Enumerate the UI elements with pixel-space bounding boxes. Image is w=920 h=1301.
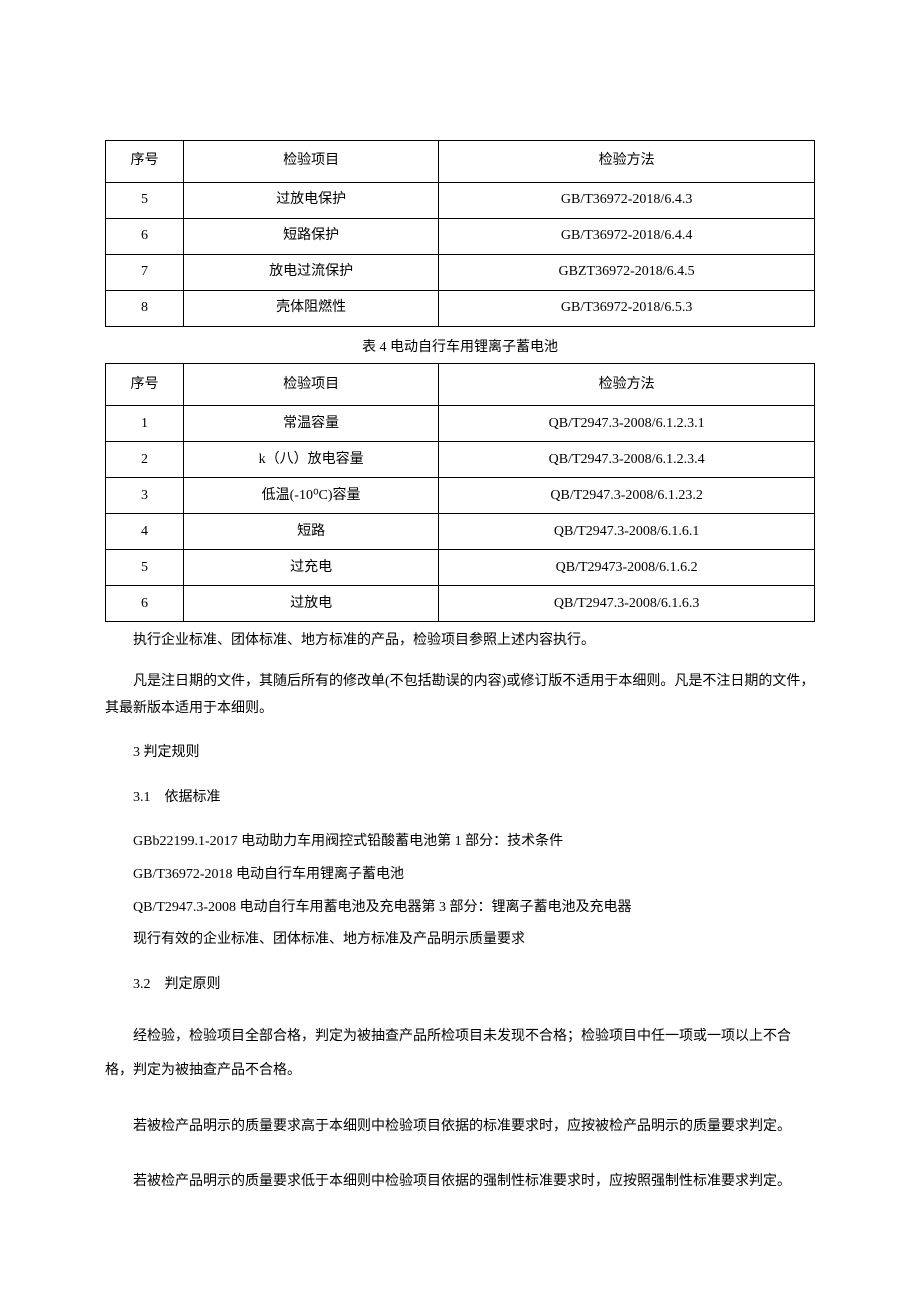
paragraph-date-reference: 凡是注日期的文件，其随后所有的修改单(不包括勘误的内容)或修订版不适用于本细则。… [105, 669, 815, 722]
cell-seq: 6 [106, 586, 184, 622]
cell-seq: 4 [106, 514, 184, 550]
cell-method: GB/T36972-2018/6.4.4 [439, 219, 815, 255]
cell-item: 过放电 [183, 586, 438, 622]
standard-item: GBb22199.1-2017 电动助力车用阀控式铅酸蓄电池第 1 部分：技术条… [105, 829, 815, 856]
header-method: 检验方法 [439, 364, 815, 406]
cell-method: QB/T29473-2008/6.1.6.2 [439, 550, 815, 586]
table-row: 1 常温容量 QB/T2947.3-2008/6.1.2.3.1 [106, 406, 815, 442]
cell-method: QB/T2947.3-2008/6.1.2.3.4 [439, 442, 815, 478]
table2-caption: 表 4 电动自行车用锂离子蓄电池 [105, 337, 815, 359]
cell-item: 过放电保护 [183, 183, 438, 219]
cell-method: QB/T2947.3-2008/6.1.6.1 [439, 514, 815, 550]
section-3-heading: 3 判定规则 [105, 740, 815, 767]
cell-method: GBZT36972-2018/6.4.5 [439, 255, 815, 291]
standard-item: GB/T36972-2018 电动自行车用锂离子蓄电池 [105, 862, 815, 889]
cell-method: QB/T2947.3-2008/6.1.6.3 [439, 586, 815, 622]
header-item: 检验项目 [183, 141, 438, 183]
paragraph-judgment-3: 若被检产品明示的质量要求低于本细则中检验项目依据的强制性标准要求时，应按照强制性… [105, 1165, 815, 1199]
cell-method: GB/T36972-2018/6.4.3 [439, 183, 815, 219]
cell-seq: 5 [106, 183, 184, 219]
cell-item: 放电过流保护 [183, 255, 438, 291]
cell-seq: 8 [106, 291, 184, 327]
table-row: 2 k（八）放电容量 QB/T2947.3-2008/6.1.2.3.4 [106, 442, 815, 478]
cell-seq: 3 [106, 478, 184, 514]
standard-item: QB/T2947.3-2008 电动自行车用蓄电池及充电器第 3 部分：锂离子蓄… [105, 895, 815, 922]
paragraph-judgment-2: 若被检产品明示的质量要求高于本细则中检验项目依据的标准要求时，应按被检产品明示的… [105, 1110, 815, 1144]
cell-item: k（八）放电容量 [183, 442, 438, 478]
cell-item: 低温(-10⁰C)容量 [183, 478, 438, 514]
standard-item: 现行有效的企业标准、团体标准、地方标准及产品明示质量要求 [105, 927, 815, 954]
inspection-table-1: 序号 检验项目 检验方法 5 过放电保护 GB/T36972-2018/6.4.… [105, 140, 815, 327]
cell-seq: 5 [106, 550, 184, 586]
table-row: 8 壳体阻燃性 GB/T36972-2018/6.5.3 [106, 291, 815, 327]
cell-item: 常温容量 [183, 406, 438, 442]
cell-seq: 2 [106, 442, 184, 478]
table-row: 5 过充电 QB/T29473-2008/6.1.6.2 [106, 550, 815, 586]
cell-seq: 7 [106, 255, 184, 291]
table-row: 6 短路保护 GB/T36972-2018/6.4.4 [106, 219, 815, 255]
paragraph-execute-standard: 执行企业标准、团体标准、地方标准的产品，检验项目参照上述内容执行。 [105, 628, 815, 655]
cell-method: QB/T2947.3-2008/6.1.2.3.1 [439, 406, 815, 442]
cell-item: 壳体阻燃性 [183, 291, 438, 327]
header-item: 检验项目 [183, 364, 438, 406]
section-3-1-heading: 3.1 依据标准 [105, 785, 815, 812]
table-row: 5 过放电保护 GB/T36972-2018/6.4.3 [106, 183, 815, 219]
table-row: 6 过放电 QB/T2947.3-2008/6.1.6.3 [106, 586, 815, 622]
header-method: 检验方法 [439, 141, 815, 183]
header-seq: 序号 [106, 364, 184, 406]
table-row: 3 低温(-10⁰C)容量 QB/T2947.3-2008/6.1.23.2 [106, 478, 815, 514]
inspection-table-2: 序号 检验项目 检验方法 1 常温容量 QB/T2947.3-2008/6.1.… [105, 363, 815, 622]
cell-seq: 1 [106, 406, 184, 442]
table-row: 4 短路 QB/T2947.3-2008/6.1.6.1 [106, 514, 815, 550]
table-header-row: 序号 检验项目 检验方法 [106, 364, 815, 406]
paragraph-judgment-1: 经检验，检验项目全部合格，判定为被抽查产品所检项目未发现不合格；检验项目中任一项… [105, 1020, 815, 1087]
cell-method: QB/T2947.3-2008/6.1.23.2 [439, 478, 815, 514]
header-seq: 序号 [106, 141, 184, 183]
standards-list: GBb22199.1-2017 电动助力车用阀控式铅酸蓄电池第 1 部分：技术条… [105, 829, 815, 953]
table-header-row: 序号 检验项目 检验方法 [106, 141, 815, 183]
cell-item: 短路保护 [183, 219, 438, 255]
cell-method: GB/T36972-2018/6.5.3 [439, 291, 815, 327]
cell-item: 过充电 [183, 550, 438, 586]
cell-item: 短路 [183, 514, 438, 550]
table-row: 7 放电过流保护 GBZT36972-2018/6.4.5 [106, 255, 815, 291]
cell-seq: 6 [106, 219, 184, 255]
section-3-2-heading: 3.2 判定原则 [105, 972, 815, 999]
